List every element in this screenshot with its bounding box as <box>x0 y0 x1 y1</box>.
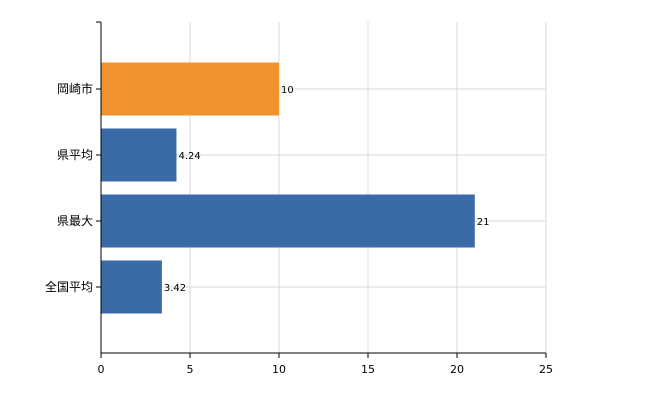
x-tick-label: 5 <box>187 363 194 376</box>
y-tick-label: 全国平均 <box>45 279 93 294</box>
bar <box>101 128 177 182</box>
data-label: 3.42 <box>164 283 186 294</box>
x-tick-label: 20 <box>450 363 464 376</box>
x-tick-label: 0 <box>98 363 105 376</box>
bar <box>101 194 475 248</box>
data-label: 21 <box>477 217 490 228</box>
x-tick-label: 15 <box>361 363 375 376</box>
bar <box>101 62 279 116</box>
x-tick-label: 10 <box>272 363 286 376</box>
axes <box>96 21 547 358</box>
bar <box>101 260 162 314</box>
x-tick-label: 25 <box>539 363 553 376</box>
data-label: 4.24 <box>178 151 200 162</box>
bars <box>101 62 475 314</box>
y-tick-label: 岡崎市 <box>57 81 93 96</box>
y-tick-label: 県最大 <box>57 214 93 228</box>
data-label: 10 <box>281 85 294 96</box>
y-tick-label: 県平均 <box>57 148 93 162</box>
